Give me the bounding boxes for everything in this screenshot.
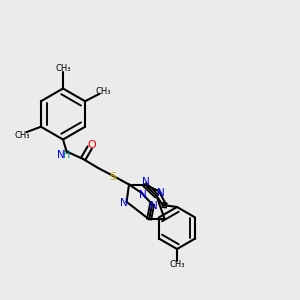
Text: N: N bbox=[139, 190, 147, 200]
Text: CH₃: CH₃ bbox=[14, 131, 30, 140]
Text: CH₃: CH₃ bbox=[95, 87, 111, 96]
Text: N: N bbox=[150, 201, 158, 211]
Text: CH₃: CH₃ bbox=[55, 64, 71, 73]
Text: N: N bbox=[57, 149, 65, 160]
Text: N: N bbox=[157, 188, 165, 198]
Text: N: N bbox=[120, 198, 128, 208]
Text: O: O bbox=[87, 140, 96, 150]
Text: N: N bbox=[142, 177, 150, 187]
Text: CH₃: CH₃ bbox=[169, 260, 185, 269]
Text: H: H bbox=[63, 150, 70, 161]
Text: S: S bbox=[110, 172, 117, 182]
